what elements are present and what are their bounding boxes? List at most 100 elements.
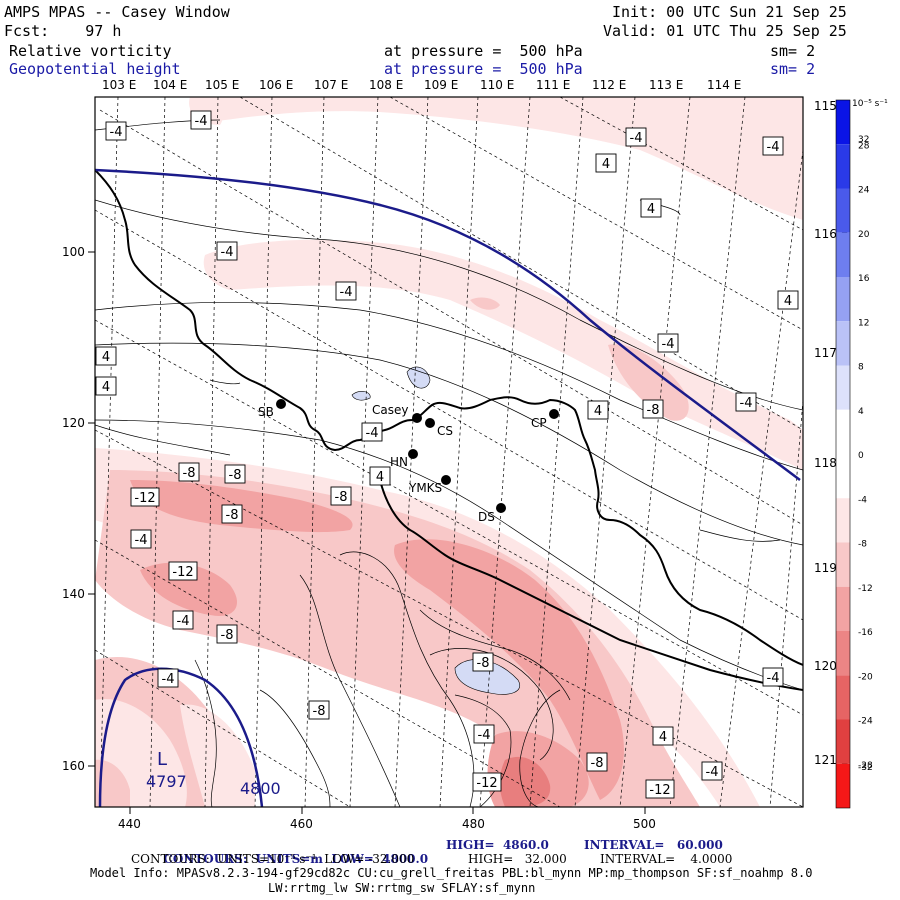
- svg-text:-4: -4: [135, 533, 148, 548]
- svg-text:-4: -4: [221, 245, 234, 260]
- vorticity-contour-low: CONTOURS: UNITS=10⁻⁵ s⁻¹ LOW= -32.000: [131, 852, 415, 866]
- vorticity-label: 4: [369, 466, 391, 486]
- vorticity-label: -4: [172, 610, 194, 630]
- colorbar-band: [836, 277, 850, 322]
- vorticity-label: -4: [157, 668, 179, 688]
- vorticity-label: -12: [130, 487, 160, 507]
- latitude-lines: [95, 97, 803, 807]
- model-info: Model Info: MPASv8.2.3-194-gf29cd82c CU:…: [90, 866, 813, 880]
- svg-text:-8: -8: [226, 508, 239, 523]
- vorticity-contour-interval: INTERVAL= 4.0000: [600, 852, 733, 866]
- svg-text:-8: -8: [183, 466, 196, 481]
- vorticity-label: -4: [473, 724, 495, 744]
- ice-shelf-edge: [379, 479, 803, 691]
- vorticity-contour-labels: -4 -4 -4 4 -4 4 -4 -4 4 4 4 -4 4 -4 -8 -4 4 -8 -8 -8 -12 -8 -4…: [95, 110, 799, 799]
- station-marker-casey: [412, 413, 422, 423]
- y-tick-label: 100: [62, 245, 85, 259]
- svg-text:-4: -4: [162, 672, 175, 687]
- vorticity-label: 4: [777, 290, 799, 310]
- vorticity-label: -8: [642, 399, 664, 419]
- station-marker-cp: [549, 409, 559, 419]
- colorbar-frame: [835, 99, 851, 809]
- colorbar-band: [836, 631, 850, 676]
- svg-text:4: 4: [102, 380, 110, 395]
- colorbar-band: [836, 409, 850, 454]
- lon-label: 114 E: [707, 78, 741, 92]
- vorticity-label: -8: [221, 504, 243, 524]
- colorbar-tick-label: -16: [858, 628, 873, 638]
- top-longitude-labels: 103 E 104 E 105 E 106 E 107 E 108 E 109 …: [102, 78, 741, 92]
- svg-text:-4: -4: [366, 426, 379, 441]
- colorbar-unit: 10⁻⁵ s⁻¹: [852, 99, 888, 109]
- vorticity-label: -4: [657, 333, 679, 353]
- colorbar-tick-label: 32: [858, 135, 869, 145]
- station-marker-sb: [276, 399, 286, 409]
- vorticity-label: -4: [130, 529, 152, 549]
- colorbar-band: [836, 454, 850, 499]
- colorbar-band: [836, 498, 850, 543]
- colorbar-tick-label: -8: [858, 540, 867, 550]
- height-contour-interval: INTERVAL= 60.000: [584, 838, 723, 852]
- svg-text:-8: -8: [477, 656, 490, 671]
- left-axis-ticks: [88, 251, 646, 814]
- vorticity-label: -4: [105, 121, 127, 141]
- vorticity-label: -4: [335, 281, 357, 301]
- colorbar-tick-label: 24: [858, 186, 870, 196]
- vorticity-label: 4: [95, 376, 117, 396]
- colorbar-band: [836, 675, 850, 720]
- stations: SB Casey CS CP HN YMKS DS: [258, 399, 559, 524]
- vorticity-label: -4: [762, 667, 784, 687]
- svg-text:-8: -8: [591, 756, 604, 771]
- height-contour-low: CONTOURS: UNITS=m LOW= 4800.0: [163, 852, 429, 866]
- vorticity-label: -8: [330, 486, 352, 506]
- height-contour-info: CONTOURS: UNITS=m LOW= 4800.0: [155, 838, 428, 866]
- x-tick-label: 480: [462, 817, 485, 831]
- svg-text:-8: -8: [335, 490, 348, 505]
- vorticity-label: 4: [652, 726, 674, 746]
- svg-text:-8: -8: [221, 628, 234, 643]
- colorbar-tick-label: -20: [858, 672, 873, 682]
- colorbar-band: [836, 719, 850, 764]
- field1-level: at pressure = 500 hPa: [384, 42, 583, 60]
- field1-name: Relative vorticity: [9, 42, 172, 60]
- colorbar-band: [836, 586, 850, 631]
- vorticity-label: -8: [472, 652, 494, 672]
- lon-label: 113 E: [649, 78, 683, 92]
- model-info-radiation: LW:rrtmg_lw SW:rrtmg_sw SFLAY:sf_mynn: [268, 881, 536, 895]
- station-label: CP: [531, 416, 547, 430]
- svg-text:-4: -4: [177, 614, 190, 629]
- valid-time: Valid: 01 UTC Thu 25 Sep 25: [603, 22, 847, 40]
- station-marker-ymks: [441, 475, 451, 485]
- svg-text:-4: -4: [110, 125, 123, 140]
- station-label: HN: [390, 455, 408, 469]
- svg-text:-8: -8: [647, 403, 660, 418]
- svg-text:-4: -4: [478, 728, 491, 743]
- x-tick-label: 440: [118, 817, 141, 831]
- lon-label: 104 E: [153, 78, 187, 92]
- lon-label: 112 E: [592, 78, 626, 92]
- colorbar-tick-label: -12: [858, 584, 873, 594]
- low-marker: L: [157, 749, 167, 770]
- station-marker-ds: [496, 503, 506, 513]
- left-axis-labels: 100 120 140 160: [62, 245, 85, 773]
- station-label: CS: [437, 424, 453, 438]
- svg-text:-4: -4: [630, 131, 643, 146]
- field2-smoothing: sm= 2: [770, 60, 816, 78]
- vorticity-label: 4: [587, 400, 609, 420]
- field2-name: Geopotential height: [9, 60, 181, 78]
- map-title: AMPS MPAS -- Casey Window: [4, 3, 230, 21]
- coastline: [95, 169, 803, 666]
- colorbar-tick-label: 0: [858, 451, 864, 461]
- forecast-hour: Fcst: 97 h: [4, 22, 122, 40]
- vorticity-label: -4: [701, 761, 723, 781]
- svg-text:-12: -12: [476, 776, 497, 791]
- colorbar-band: [836, 232, 850, 277]
- svg-text:4: 4: [376, 470, 384, 485]
- svg-text:-12: -12: [172, 565, 193, 580]
- colorbar-tick-label: 20: [858, 230, 870, 240]
- y-tick-label: 120: [62, 416, 85, 430]
- colorbar-tick-label: 16: [858, 274, 870, 284]
- field2-level: at pressure = 500 hPa: [384, 60, 583, 78]
- colorbar-tick-label: 28: [858, 141, 870, 151]
